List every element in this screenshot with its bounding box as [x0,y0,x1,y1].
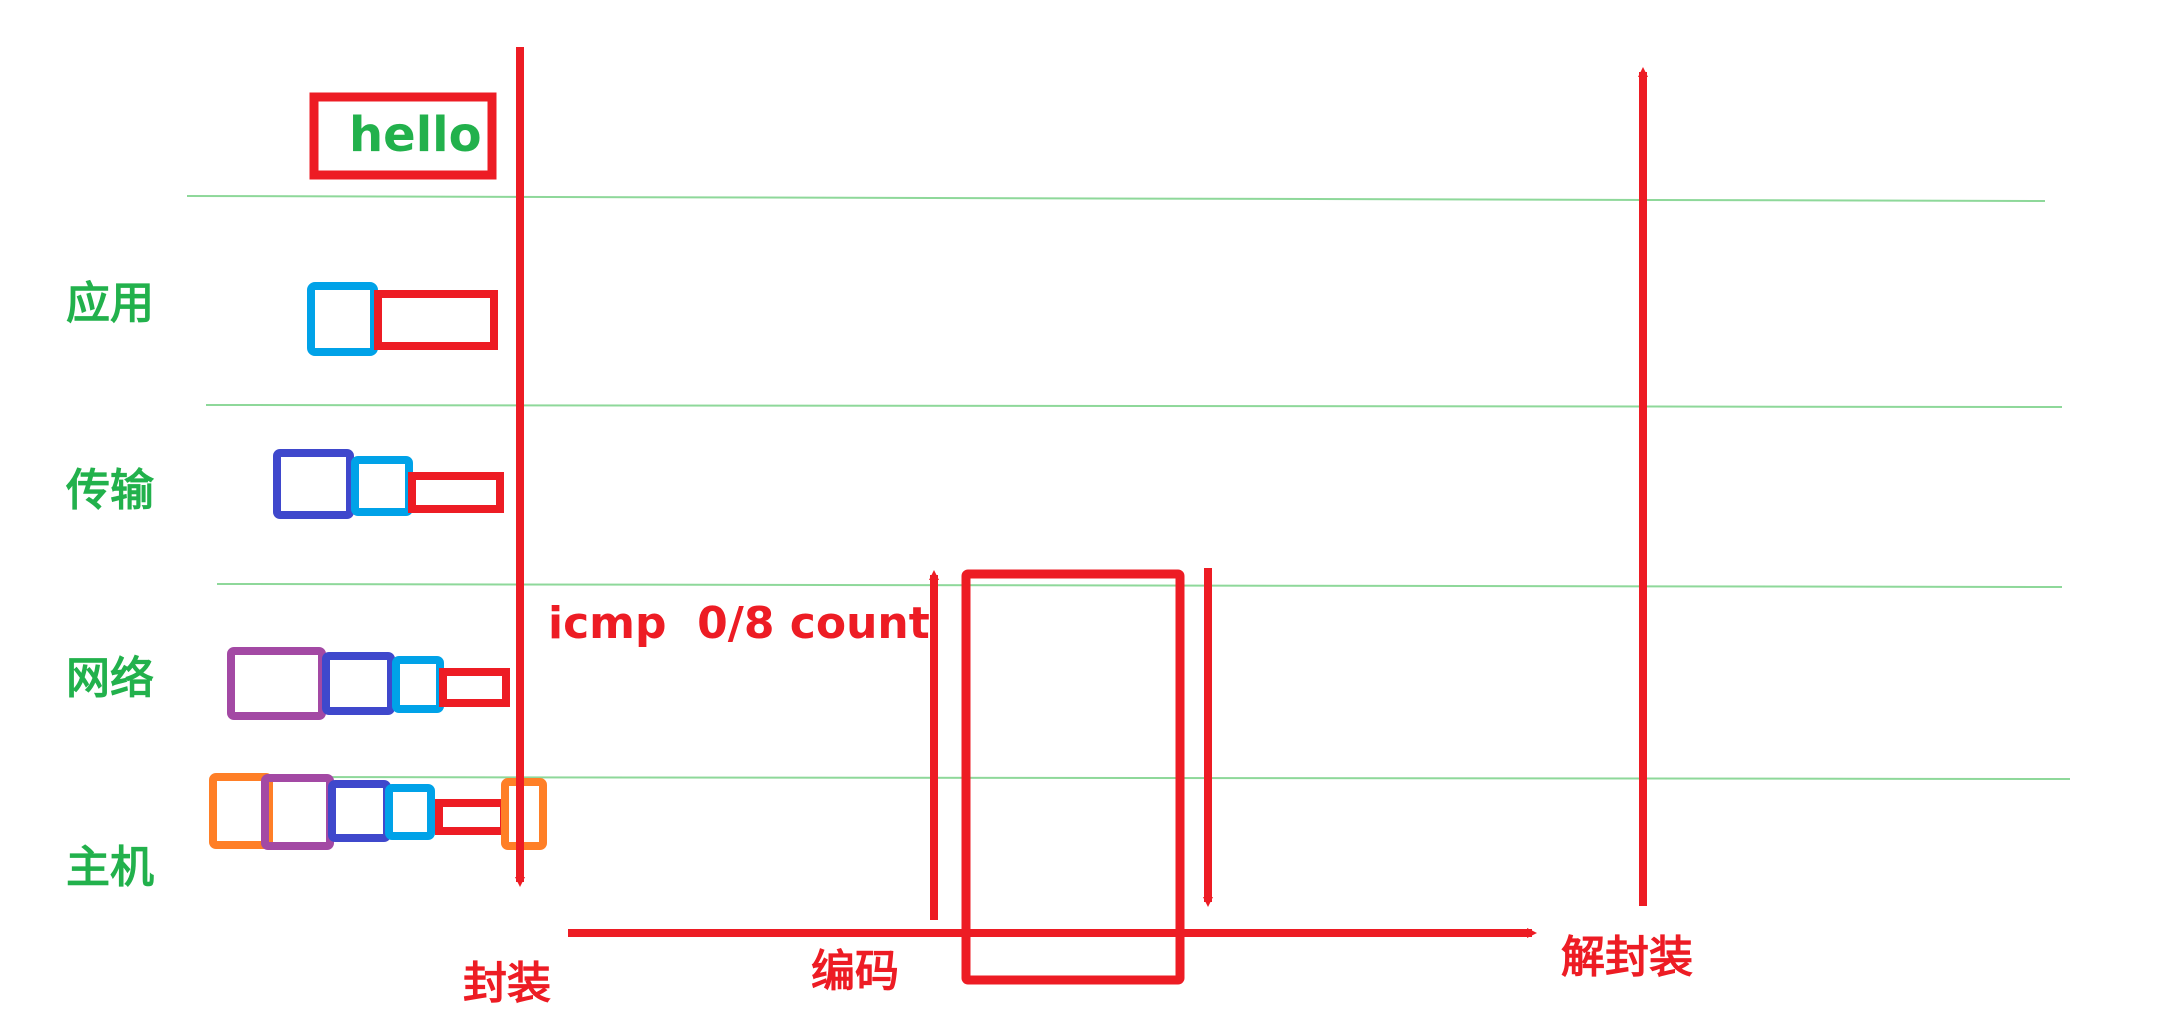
app-header-cyan [307,282,378,356]
divider-line-1 [186,195,2046,202]
transport-header-blue [273,449,354,519]
hello-box [309,92,497,180]
network-header-purple [227,647,326,720]
divider-line-2 [205,404,2063,408]
layer-label-transport: 传输 [66,465,154,516]
encode-label: 编码 [811,946,899,997]
transmission-box [961,569,1185,985]
network-header-cyan [392,656,444,713]
app-data-red [374,290,498,350]
hello-label: hello [349,107,482,163]
divider-line-3 [216,583,2063,588]
host-data-red [435,799,508,835]
layer-label-app: 应用 [66,278,154,329]
layer-label-network: 网络 [66,653,154,704]
decapsulate-label: 解封装 [1561,932,1693,983]
network-data-red [439,668,510,707]
transport-header-cyan [351,456,413,516]
layer-label-host: 主机 [66,842,154,893]
network-header-blue [322,652,395,715]
host-header-cyan [385,784,435,840]
divider-line-4 [211,776,2071,780]
host-header-blue [328,780,391,842]
icmp-annotation: icmp 0/8 count [548,598,930,649]
host-header-purple [261,774,334,850]
transport-data-red [408,472,504,513]
encapsulate-label: 封装 [463,958,551,1009]
host-header-orange [209,773,273,849]
